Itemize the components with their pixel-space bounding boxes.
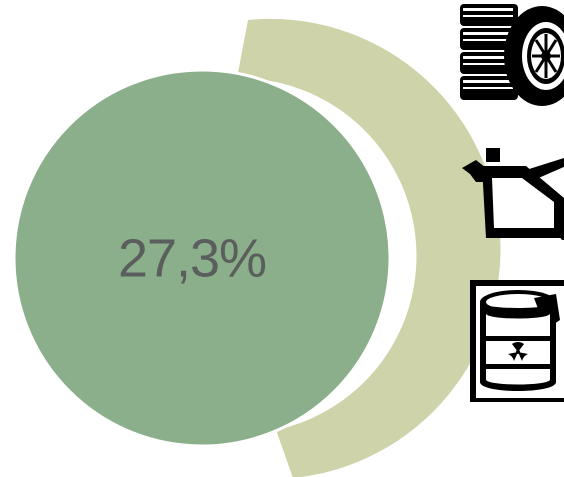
tires-icon xyxy=(460,4,564,106)
main-circle xyxy=(12,68,392,448)
percentage-arc xyxy=(237,18,501,477)
hazardous-barrel-icon xyxy=(470,280,564,402)
percentage-label: 27,3% xyxy=(118,228,266,288)
oil-can-icon xyxy=(462,148,564,240)
